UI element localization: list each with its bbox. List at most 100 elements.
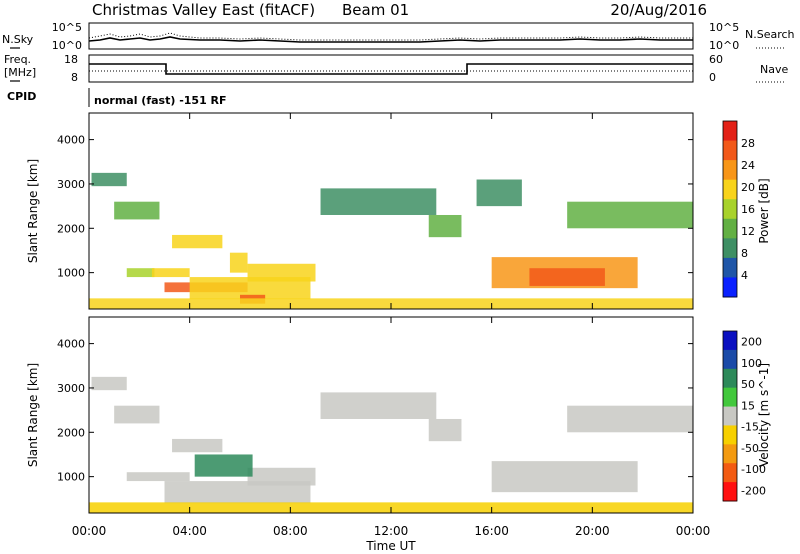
scatter-region-2 [126,268,155,278]
x-axis: 00:00 04:00 08:00 12:00 16:00 20:00 00:00 [72,524,711,538]
power-panel: 1000 2000 3000 4000 Slant Range [km] 4 8 12 16… [26,112,771,310]
colorbar-tick-5: 24 [741,159,755,172]
scatter-region-1 [114,405,160,424]
scatter-region-9 [247,263,316,282]
x-tick-label-3: 12:00 [374,524,409,538]
scatter-region-3 [151,268,190,278]
colorbar-tick-2: 12 [741,225,755,238]
y-tick-label-2: 3000 [57,382,85,395]
scatter-region-7 [428,418,462,442]
scatter-region-1 [114,201,160,220]
scatter-region-12 [476,179,522,207]
colorbar-tick-1: 100 [741,357,762,370]
freq-tick-top: 18 [64,53,78,66]
colorbar-tick-0: 200 [741,336,762,349]
colorbar-tick-7: -200 [741,484,766,497]
colorbar-swatch-2 [723,160,737,181]
y-tick-label-2: 3000 [57,178,85,191]
velocity-cbar-label: Velocity [m s^-1] [757,363,771,467]
nave-tick-bottom: 0 [709,71,716,84]
cpid-label: CPID [7,90,36,103]
colorbar-swatch-7 [723,463,737,483]
colorbar-swatch-1 [723,349,737,370]
noise-search-line [88,32,693,41]
x-tick-label-1: 04:00 [172,524,207,538]
freq-label-line2: [MHz] [4,66,36,79]
noise-sky-line [88,36,693,43]
nave-label: Nave [760,63,788,76]
colorbar-swatch-6 [723,238,737,259]
x-tick-label-0: 00:00 [72,524,107,538]
scatter-region-2 [126,472,190,482]
scatter-region-6 [320,392,437,419]
colorbar-swatch-3 [723,387,737,408]
velocity-colorbar: 200 100 50 15 -15 -50 -100 -200 [722,330,766,502]
scatter-region-14 [529,268,605,286]
colorbar-tick-3: 15 [741,399,755,412]
colorbar-swatch-5 [723,218,737,239]
colorbar-tick-6: 28 [741,137,755,150]
y-tick-label-3: 4000 [57,338,85,351]
noise-tick-top-left: 10^5 [52,21,82,34]
x-tick-label-2: 08:00 [273,524,308,538]
colorbar-tick-5: -50 [741,442,759,455]
scatter-region-0 [91,376,127,391]
freq-label-line1: Freq. [4,53,31,66]
noise-panel: N.Sky 10^5 10^0 10^5 10^0 N.Search [2,21,795,52]
x-tick-label-6: 00:00 [676,524,711,538]
date-label: 20/Aug/2016 [610,1,707,19]
nave-tick-top: 60 [709,53,723,66]
x-axis-label: Time UT [365,539,416,553]
colorbar-tick-4: -15 [741,421,759,434]
y-tick-label-1: 2000 [57,426,85,439]
scatter-region-3 [164,481,311,504]
colorbar-swatch-0 [723,331,737,351]
y-tick-label-0: 1000 [57,471,85,484]
colorbar-swatch-4 [723,406,737,426]
nsearch-label: N.Search [745,28,795,41]
y-tick-label-3: 4000 [57,134,85,147]
scatter-region-9 [567,405,693,433]
noise-tick-bottom-left: 10^0 [52,39,82,52]
scatter-region-8 [229,252,248,273]
beam-label: Beam 01 [342,1,409,19]
colorbar-swatch-5 [723,425,737,445]
noise-tick-bottom-right: 10^0 [709,39,739,52]
station-title: Christmas Valley East (fitACF) [92,1,315,19]
colorbar-swatch-3 [723,179,737,200]
colorbar-swatch-0 [723,121,737,142]
colorbar-swatch-6 [723,444,737,464]
x-tick-label-5: 20:00 [575,524,610,538]
y-tick-label-1: 2000 [57,222,85,235]
scatter-region-8 [491,461,638,493]
colorbar-tick-1: 8 [741,247,748,260]
colorbar-swatch-1 [723,140,737,161]
scatter-region-5 [247,467,316,486]
colorbar-tick-3: 16 [741,203,755,216]
colorbar-swatch-4 [723,199,737,220]
cpid-text: normal (fast) -151 RF [94,94,227,107]
scatter-region-7 [172,234,223,249]
colorbar-swatch-8 [723,277,737,298]
colorbar-tick-4: 20 [741,181,755,194]
scatter-region-0 [91,172,127,187]
freq-panel: Freq. [MHz] 18 8 60 0 Nave [4,53,788,84]
colorbar-tick-0: 4 [741,269,748,282]
scatter-region-10 [194,454,253,477]
power-colorbar: 4 8 12 16 20 24 28 [722,120,755,298]
colorbar-swatch-7 [723,257,737,278]
colorbar-swatch-2 [723,368,737,389]
velocity-ylabel: Slant Range [km] [26,363,40,467]
scatter-region-15 [567,201,693,229]
power-ylabel: Slant Range [km] [26,159,40,263]
scatter-region-10 [320,188,437,215]
y-tick-label-0: 1000 [57,267,85,280]
noise-tick-top-right: 10^5 [709,21,739,34]
scatter-region-4 [172,438,223,453]
scatter-region-11 [428,214,462,238]
x-tick-label-4: 16:00 [474,524,509,538]
freq-line [89,63,693,75]
colorbar-swatch-8 [723,482,737,502]
scatter-region-5 [189,277,311,300]
